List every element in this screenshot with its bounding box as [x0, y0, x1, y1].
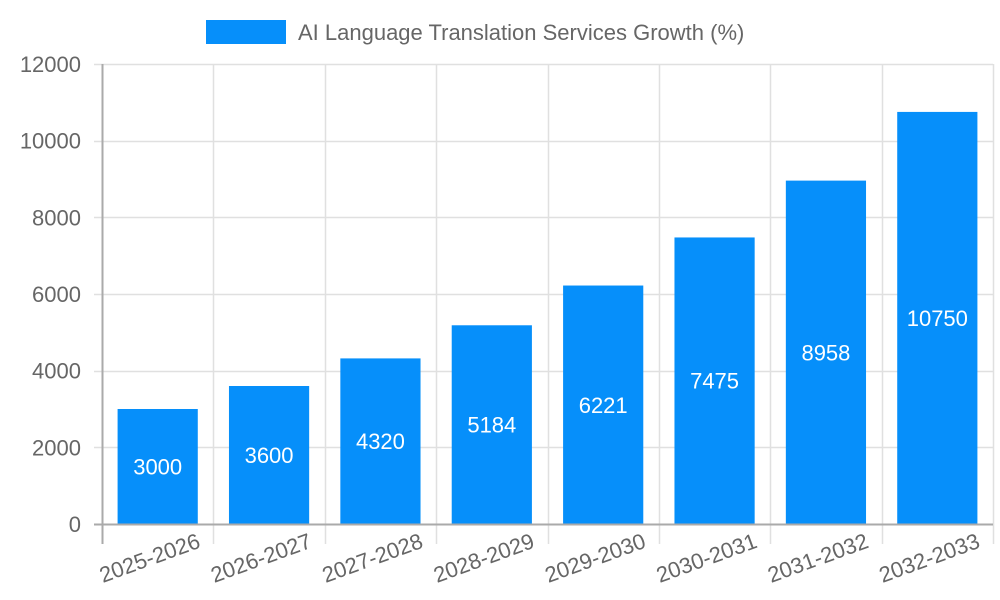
bars: 3000 3600 4320 5184 6221 7475 8958 10750 — [117, 111, 978, 525]
bar[interactable] — [340, 358, 421, 524]
bar[interactable] — [117, 409, 198, 524]
bar-2030-2031[interactable]: 7475 — [674, 237, 755, 525]
bar[interactable] — [228, 386, 310, 524]
legend-label: AI Language Translation Services Growth … — [298, 20, 744, 45]
bar-2031-2032[interactable]: 8958 — [785, 180, 867, 525]
x-tick-label: 2030-2031 — [653, 528, 760, 587]
x-tick-label: 2028-2029 — [430, 528, 537, 587]
bar-value-label: 7475 — [690, 369, 739, 394]
bar-2028-2029[interactable]: 5184 — [451, 325, 532, 524]
x-tick-label: 2026-2027 — [207, 528, 314, 587]
y-tick-label: 10000 — [20, 129, 81, 154]
bar-value-label: 5184 — [467, 413, 516, 438]
y-tick-label: 6000 — [32, 282, 81, 307]
bar[interactable] — [897, 111, 978, 525]
x-tick-label: 2025-2026 — [96, 528, 203, 587]
bar-value-label: 8958 — [801, 340, 850, 365]
x-tick-label: 2031-2032 — [764, 528, 871, 587]
axes — [94, 64, 993, 544]
bar[interactable] — [451, 325, 532, 524]
x-tick-label: 2027-2028 — [319, 528, 426, 587]
bar-value-label: 6221 — [579, 393, 628, 418]
bar-2032-2033[interactable]: 10750 — [897, 111, 978, 525]
bar-2029-2030[interactable]: 6221 — [563, 285, 644, 524]
y-tick-label: 2000 — [32, 435, 81, 460]
bar-value-label: 3000 — [133, 455, 182, 480]
bar[interactable] — [674, 237, 755, 525]
bar-value-label: 10750 — [907, 306, 968, 331]
bar-2026-2027[interactable]: 3600 — [228, 386, 310, 524]
y-tick-label: 4000 — [32, 359, 81, 384]
legend-swatch — [206, 20, 286, 44]
legend[interactable]: AI Language Translation Services Growth … — [206, 20, 744, 45]
y-tick-label: 0 — [69, 512, 81, 537]
bar-2027-2028[interactable]: 4320 — [340, 358, 421, 524]
bar-value-label: 4320 — [356, 429, 405, 454]
bar[interactable] — [785, 180, 867, 525]
y-tick-label: 12000 — [20, 52, 81, 77]
bar[interactable] — [563, 285, 644, 524]
bar-2025-2026[interactable]: 3000 — [117, 409, 198, 524]
y-tick-label: 8000 — [32, 205, 81, 230]
x-tick-label: 2029-2030 — [541, 528, 648, 587]
x-axis-ticks: 2025-2026 2026-2027 2027-2028 2028-2029 2029… — [96, 528, 983, 587]
x-tick-label: 2032-2033 — [876, 528, 983, 587]
bar-value-label: 3600 — [245, 443, 294, 468]
y-axis-ticks: 0 2000 4000 6000 8000 10000 12000 — [20, 52, 81, 537]
gridlines — [94, 63, 995, 544]
